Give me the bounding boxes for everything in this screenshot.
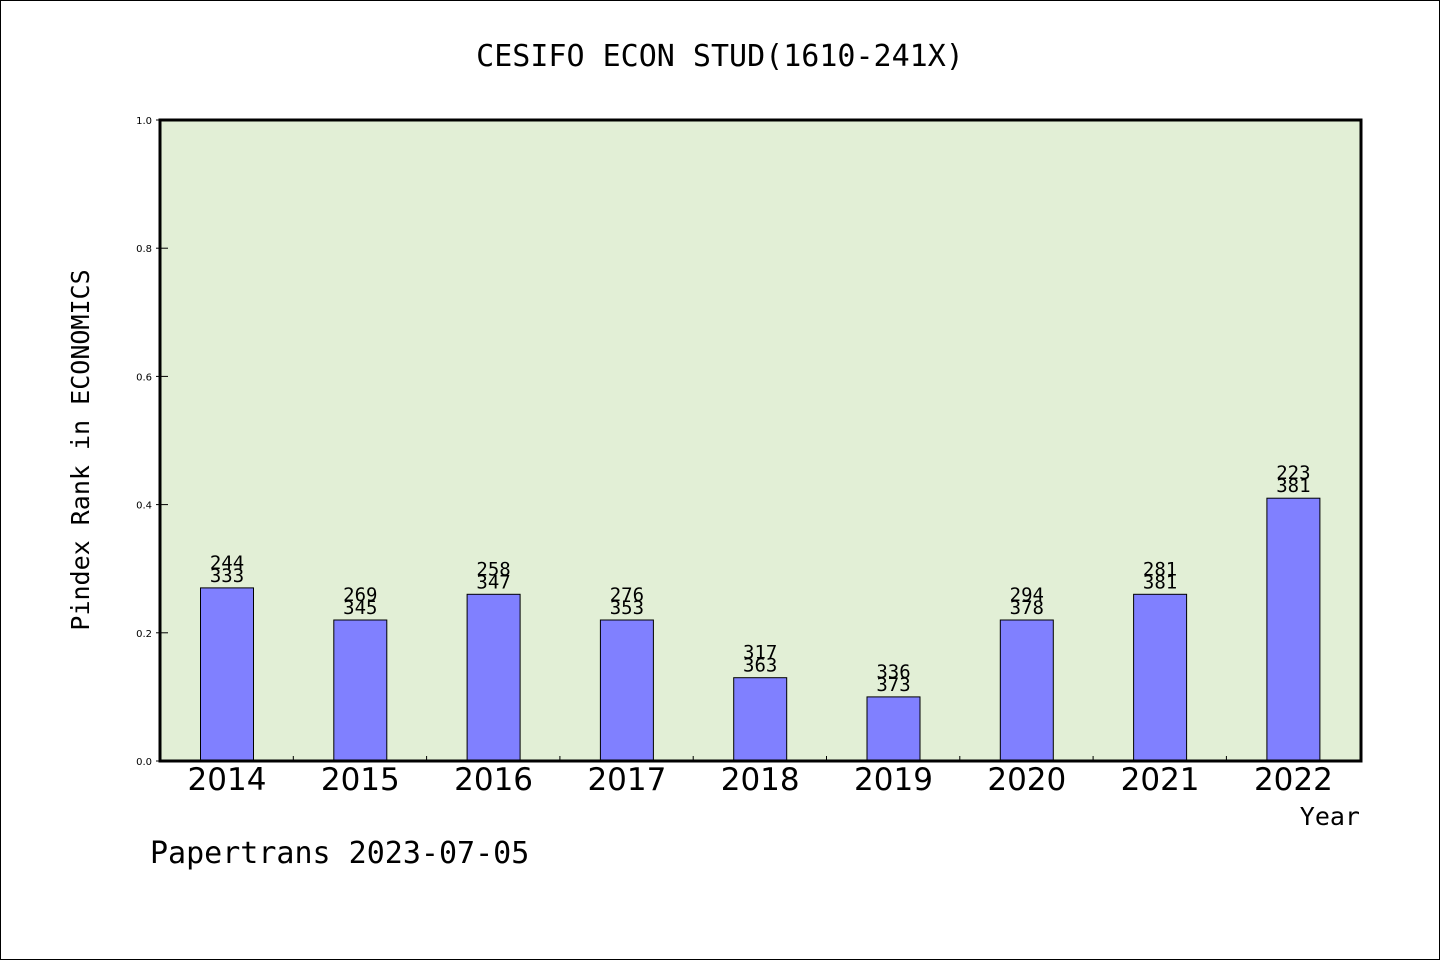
x-tick-label-2022: 2022 [1254,762,1333,798]
bar-2014 [200,587,254,762]
bar-2015 [333,619,388,762]
data-label-top-2020: 294 [1010,584,1044,606]
chart-title: CESIFO ECON STUD(1610-241X) [476,39,964,74]
bar-2018 [733,677,788,762]
y-tick-label-0: 0.0 [136,757,152,768]
bar-2019 [866,696,921,762]
bar-2021 [1133,593,1188,762]
y-tick-label-1: 0.2 [136,629,152,640]
data-label-top-2018: 317 [743,642,777,664]
data-label-bottom-2015: 345 [343,597,377,619]
x-tick-label-2015: 2015 [321,762,400,798]
y-axis-label: Pindex Rank in ECONOMICS [66,269,95,630]
data-label-bottom-2020: 378 [1010,597,1044,619]
data-label-top-2017: 276 [610,584,644,606]
y-tick-label-5: 1.0 [136,116,152,127]
data-label-bottom-2016: 347 [476,571,510,593]
data-label-bottom-2022: 381 [1276,475,1310,497]
data-label-bottom-2019: 373 [876,674,910,696]
y-tick-label-3: 0.6 [136,372,152,383]
data-label-top-2014: 244 [210,552,244,574]
data-label-top-2019: 336 [876,661,910,683]
data-label-bottom-2014: 333 [210,565,244,587]
data-label-bottom-2021: 381 [1143,571,1177,593]
bar-2016 [466,593,521,762]
data-label-bottom-2018: 363 [743,655,777,677]
data-label-bottom-2017: 353 [610,597,644,619]
y-tick-label-4: 0.8 [136,244,152,255]
x-tick-label-2017: 2017 [587,762,666,798]
x-tick-label-2021: 2021 [1121,762,1200,798]
data-label-top-2022: 223 [1276,462,1310,484]
bar-2017 [599,619,654,762]
x-tick-label-2020: 2020 [987,762,1066,798]
x-tick-label-2018: 2018 [721,762,800,798]
data-label-top-2021: 281 [1143,558,1177,580]
data-label-top-2015: 269 [343,584,377,606]
axis-ticks: 2014 2015 2016 2017 2018 2019 2020 2021 2022 0.0 0… [136,116,1333,798]
bar-2020 [999,619,1054,762]
x-tick-label-2014: 2014 [188,762,267,798]
data-label-top-2016: 258 [476,558,510,580]
bar-2022 [1266,497,1321,762]
footer-note: Papertrans 2023-07-05 [150,836,529,871]
x-axis-label: Year [1300,802,1360,831]
x-tick-label-2019: 2019 [854,762,933,798]
x-tick-label-2016: 2016 [454,762,533,798]
plot-frame [158,118,1363,763]
y-tick-label-2: 0.4 [136,501,152,512]
